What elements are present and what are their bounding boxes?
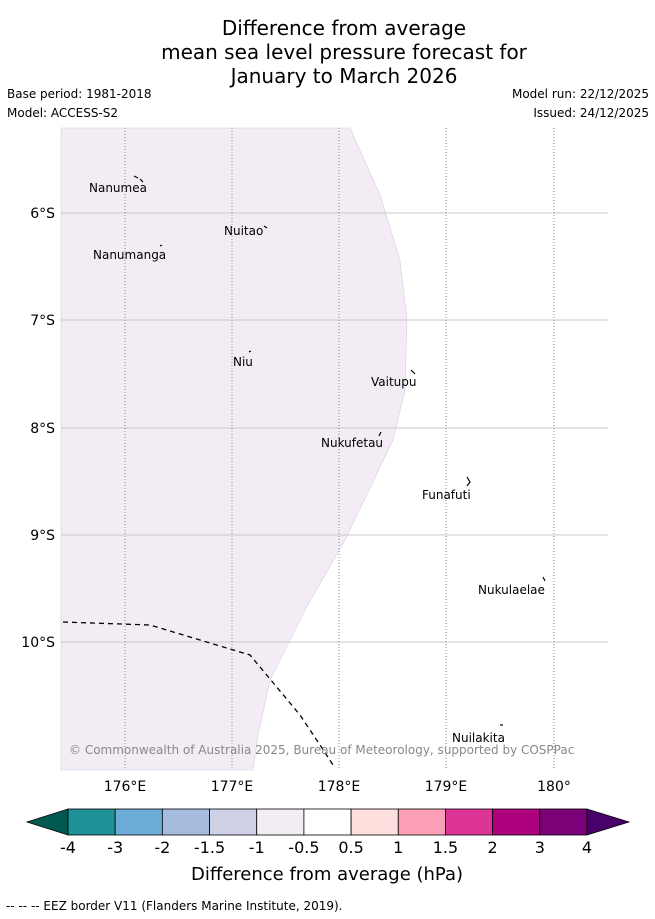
place-label-vaitupu: Vaitupu: [371, 375, 417, 389]
colorbar-tick-label: 3: [535, 838, 545, 857]
anomaly-region: [60, 127, 408, 771]
chart-title: Difference from average mean sea level p…: [0, 16, 655, 88]
place-label-funafuti: Funafuti: [422, 488, 471, 502]
model-name: Model: ACCESS-S2: [7, 106, 119, 120]
island-nanumea: [133, 175, 144, 183]
colorbar-tick-label: -2: [154, 838, 170, 857]
title-line-3: January to March 2026: [230, 64, 458, 88]
lat-axis-labels: 6°S 7°S 8°S 9°S 10°S: [21, 206, 55, 651]
eez-legend-note: -- -- -- EEZ border V11 (Flanders Marine…: [6, 899, 343, 913]
lat-label-6s: 6°S: [30, 206, 55, 222]
colorbar-arrow-right: [586, 808, 631, 836]
colorbar-segment: [350, 808, 399, 836]
colorbar-segments: [67, 808, 588, 836]
place-label-nanumea: Nanumea: [89, 181, 147, 195]
lon-label-176e: 176°E: [104, 779, 147, 795]
lat-label-10s: 10°S: [21, 635, 55, 651]
island-nukulaelae: [542, 576, 546, 582]
place-label-nukufetau: Nukufetau: [321, 436, 383, 450]
colorbar-segment: [161, 808, 210, 836]
copyright-notice: © Commonwealth of Australia 2025, Bureau…: [69, 743, 574, 757]
place-label-nanumanga: Nanumanga: [93, 248, 166, 262]
colorbar-tick-label: 4: [582, 838, 592, 857]
colorbar-segment: [209, 808, 258, 836]
colorbar-segment: [539, 808, 588, 836]
colorbar-tick-label: -3: [107, 838, 123, 857]
place-labels: Nanumea Nuitao Nanumanga Niu Vaitupu Nuk…: [89, 181, 545, 745]
lon-gridlines: [124, 128, 555, 770]
colorbar-segment: [256, 808, 305, 836]
island-vaitupu: [410, 369, 416, 375]
title-line-1: Difference from average: [221, 16, 467, 40]
lat-gridlines: [61, 212, 608, 643]
island-funafuti: [466, 476, 471, 487]
place-label-nukulaelae: Nukulaelae: [478, 583, 545, 597]
base-period: Base period: 1981-2018: [7, 87, 152, 101]
colorbar-segment: [303, 808, 352, 836]
island-nuitao: [263, 225, 268, 229]
lat-label-9s: 9°S: [30, 528, 55, 544]
colorbar-segment: [397, 808, 446, 836]
colorbar-tick-label: 1.5: [433, 838, 458, 857]
colorbar-tick-labels: -4 -3 -2 -1.5 -1 -0.5 0.5 1 1.5 2 3 4: [60, 838, 592, 857]
title-line-2: mean sea level pressure forecast for: [161, 40, 527, 64]
lon-label-178e: 178°E: [318, 779, 361, 795]
place-label-nuilakita: Nuilakita: [452, 731, 505, 745]
island-nukufetau: [378, 431, 382, 437]
lon-label-179e: 179°E: [425, 779, 468, 795]
island-niu: [248, 350, 252, 353]
lon-label-177e: 177°E: [211, 779, 254, 795]
colorbar-title: Difference from average (hPa): [191, 864, 463, 885]
colorbar-tick-label: 0.5: [338, 838, 363, 857]
lon-axis-labels: 176°E 177°E 178°E 179°E 180°: [104, 779, 571, 795]
colorbar-tick-label: 2: [488, 838, 498, 857]
colorbar-tick-label: -1: [249, 838, 265, 857]
eez-border: [62, 621, 336, 769]
colorbar-tick-label: 1: [393, 838, 403, 857]
lon-label-180: 180°: [537, 779, 571, 795]
colorbar-segment: [445, 808, 494, 836]
colorbar-tick-label: -4: [60, 838, 76, 857]
colorbar: -4 -3 -2 -1.5 -1 -0.5 0.5 1 1.5 2 3 4 Difference fr…: [25, 808, 631, 885]
colorbar-tick-label: -1.5: [194, 838, 225, 857]
lat-label-7s: 7°S: [30, 313, 55, 329]
colorbar-tick-label: -0.5: [288, 838, 319, 857]
islands: [133, 175, 546, 726]
lat-label-8s: 8°S: [30, 421, 55, 437]
colorbar-segment: [492, 808, 541, 836]
model-run: Model run: 22/12/2025: [511, 87, 649, 101]
issued-date: Issued: 24/12/2025: [533, 106, 649, 120]
island-nanumanga: [159, 244, 163, 247]
colorbar-arrow-left: [25, 808, 69, 836]
map-panel: Nanumea Nuitao Nanumanga Niu Vaitupu Nuk…: [60, 127, 608, 771]
place-label-nuitao: Nuitao: [224, 224, 263, 238]
place-label-niu: Niu: [233, 355, 253, 369]
colorbar-segment: [114, 808, 163, 836]
colorbar-segment: [67, 808, 116, 836]
